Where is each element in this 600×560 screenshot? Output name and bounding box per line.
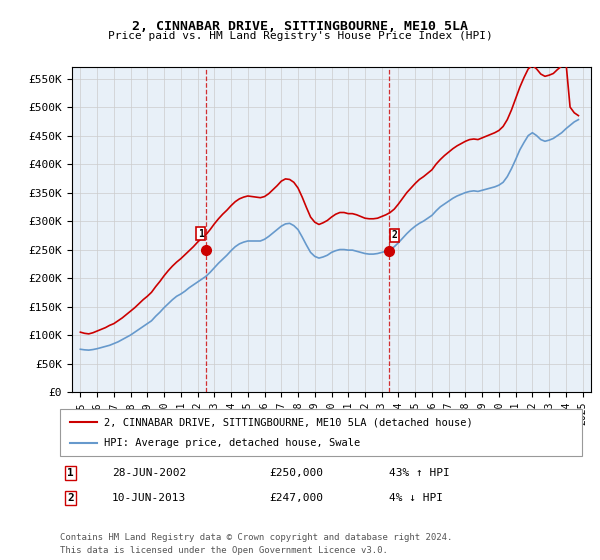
Text: 4% ↓ HPI: 4% ↓ HPI (389, 493, 443, 503)
Text: 10-JUN-2013: 10-JUN-2013 (112, 493, 187, 503)
Text: 2: 2 (67, 493, 74, 503)
Text: This data is licensed under the Open Government Licence v3.0.: This data is licensed under the Open Gov… (60, 547, 388, 556)
Text: 1: 1 (198, 228, 203, 239)
FancyBboxPatch shape (60, 409, 582, 456)
Text: £250,000: £250,000 (269, 468, 323, 478)
Text: Price paid vs. HM Land Registry's House Price Index (HPI): Price paid vs. HM Land Registry's House … (107, 31, 493, 41)
Text: 43% ↑ HPI: 43% ↑ HPI (389, 468, 449, 478)
Text: 2, CINNABAR DRIVE, SITTINGBOURNE, ME10 5LA (detached house): 2, CINNABAR DRIVE, SITTINGBOURNE, ME10 5… (104, 417, 473, 427)
Text: £247,000: £247,000 (269, 493, 323, 503)
Text: 2: 2 (391, 230, 397, 240)
Text: 1: 1 (67, 468, 74, 478)
Text: 28-JUN-2002: 28-JUN-2002 (112, 468, 187, 478)
Text: Contains HM Land Registry data © Crown copyright and database right 2024.: Contains HM Land Registry data © Crown c… (60, 533, 452, 543)
Text: 2, CINNABAR DRIVE, SITTINGBOURNE, ME10 5LA: 2, CINNABAR DRIVE, SITTINGBOURNE, ME10 5… (132, 20, 468, 32)
Text: HPI: Average price, detached house, Swale: HPI: Average price, detached house, Swal… (104, 438, 361, 448)
